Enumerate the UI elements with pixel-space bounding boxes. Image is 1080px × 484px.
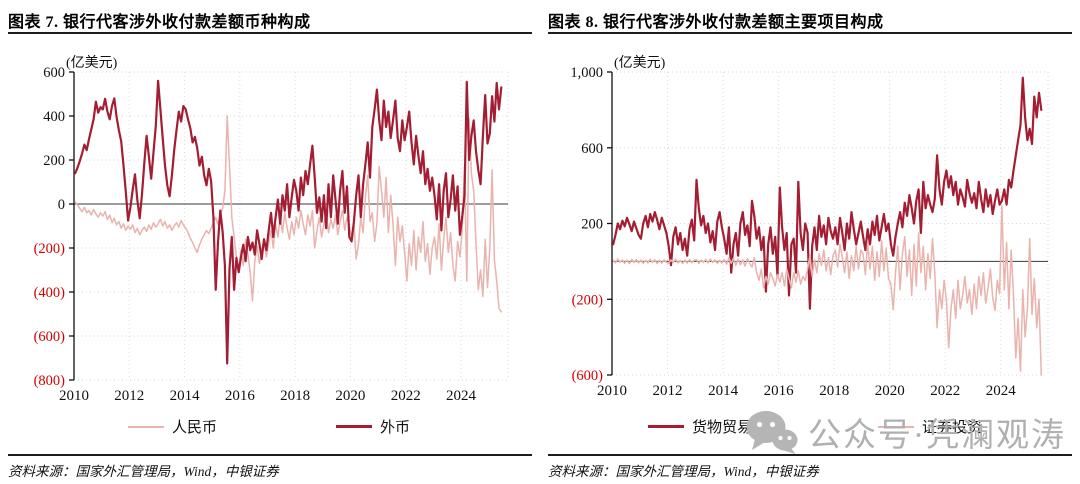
y-tick-label: 200: [581, 217, 603, 233]
x-tick-labels: 2010 2012 2014 2016 2018 2020 2022 2024: [59, 388, 477, 404]
y-tick-label: (200): [34, 241, 66, 257]
legend-label: 货物贸易: [692, 420, 753, 436]
figure-7-source: 资料来源：国家外汇管理局，Wind，中银证券: [8, 464, 279, 479]
x-tick-label: 2012: [653, 383, 683, 399]
figure-8-title-rule: [548, 32, 1072, 34]
watermark: 公众号·凭澜观涛: [746, 408, 1066, 456]
y-tick-label: 200: [43, 153, 65, 169]
series-line-证券投资: [612, 204, 1043, 376]
y-axis: [69, 71, 75, 381]
figure-7-panel: 图表 7. 银行代客涉外收付款差额币种构成 600 400 200 0 (200) (40…: [0, 14, 540, 479]
figure-7-source-rule: [8, 454, 532, 456]
y-tick-label: (200): [572, 292, 604, 308]
x-tick-label: 2016: [225, 388, 256, 404]
y-tick-label: 1,000: [570, 65, 603, 81]
legend-marker: [878, 425, 914, 428]
figure-8-unit-label: (亿美元): [614, 56, 666, 71]
y-tick-label: (800): [34, 373, 66, 389]
x-tick-label: 2014: [170, 388, 201, 404]
legend-label: 证券投资: [922, 420, 983, 436]
y-tick-labels: 600 400 200 0 (200) (400) (600) (800): [34, 65, 66, 389]
y-tick-labels: 1,000 600 200 (200) (600): [570, 65, 603, 384]
x-tick-label: 2020: [335, 388, 365, 404]
legend-label: 人民币: [172, 420, 218, 436]
legend-item-外币: 外币: [336, 416, 410, 437]
series-line-外币: [74, 79, 503, 365]
x-tick-label: 2010: [59, 388, 89, 404]
x-tick-label: 2012: [114, 388, 144, 404]
x-tick-label: 2014: [708, 383, 739, 399]
x-tick-label: 2018: [280, 388, 310, 404]
figure-7-unit-label: (亿美元): [66, 56, 118, 71]
figure-7-title-rule: [8, 32, 532, 34]
legend-marker: [648, 425, 684, 428]
x-tick-labels: 2010 2012 2014 2016 2018 2020 2022 2024: [597, 383, 1016, 399]
figure-8-title: 图表 8. 银行代客涉外收付款差额主要项目构成: [548, 14, 884, 31]
legend-item-人民币: 人民币: [128, 416, 217, 437]
figure-8-source-rule: [548, 454, 1072, 456]
legend-item-证券投资: 证券投资: [878, 416, 982, 437]
figure-7-legend: 人民币 外币: [0, 416, 540, 438]
figure-8-source: 资料来源：国家外汇管理局，Wind，中银证券: [548, 464, 819, 479]
figure-8-legend: 货物贸易 证券投资: [540, 416, 1080, 438]
x-tick-label: 2010: [597, 383, 627, 399]
y-tick-label: (400): [34, 285, 66, 301]
y-tick-label: 600: [581, 141, 603, 157]
y-tick-label: 600: [43, 65, 65, 81]
y-tick-label: (600): [572, 368, 604, 384]
x-tick-label: 2022: [391, 388, 421, 404]
y-axis: [607, 71, 613, 376]
figure-8-panel: 图表 8. 银行代客涉外收付款差额主要项目构成 1,000 600 200 (200)…: [540, 0, 1080, 484]
x-tick-label: 2018: [819, 383, 849, 399]
series-line-人民币: [74, 115, 503, 313]
series-line-货物贸易: [612, 76, 1043, 310]
figure-7-title: 图表 7. 银行代客涉外收付款差额币种构成: [8, 14, 311, 31]
watermark-text: 公众号·凭澜观涛: [808, 418, 1066, 454]
x-tick-label: 2024: [446, 388, 477, 404]
y-tick-label: 400: [43, 109, 65, 125]
gridlines: [612, 71, 1049, 376]
gridlines: [74, 71, 509, 381]
x-tick-label: 2022: [930, 383, 960, 399]
legend-marker: [128, 425, 164, 428]
legend-item-货物贸易: 货物贸易: [648, 416, 752, 437]
x-tick-label: 2016: [764, 383, 795, 399]
wechat-icon: [746, 410, 798, 454]
y-tick-label: (600): [34, 329, 66, 345]
legend-label: 外币: [380, 420, 411, 436]
x-tick-label: 2024: [986, 383, 1017, 399]
y-tick-label: 0: [58, 197, 65, 213]
legend-marker: [336, 425, 372, 428]
x-tick-label: 2020: [875, 383, 905, 399]
